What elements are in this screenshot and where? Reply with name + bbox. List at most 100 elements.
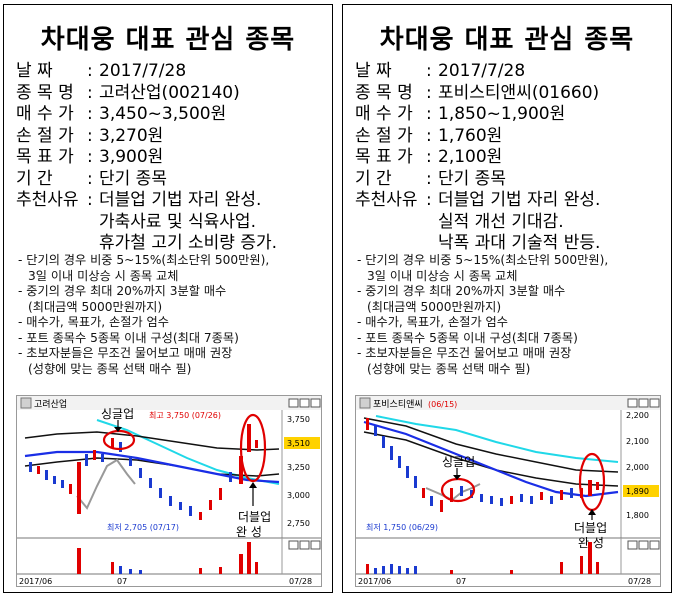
row-buy-price: 매 수 가:3,450~3,500원 (16, 104, 328, 126)
x-label: 07 (456, 577, 466, 586)
value: 2,100원 (438, 147, 503, 167)
label: 종 목 명 (16, 82, 74, 103)
info-block: 날 짜:2017/7/28 종 목 명: 고려산업(002140) 매 수 가:3… (16, 61, 328, 255)
chart-tool-icon (288, 540, 299, 550)
chart-tool-icon (627, 398, 638, 408)
single-up-circle (440, 477, 476, 503)
row-stock-name: 종 목 명: 포비스티앤씨(01660) (355, 83, 667, 105)
arrow-head (114, 427, 122, 432)
ma-gray-line (76, 458, 136, 510)
label: 목 표 가 (355, 147, 413, 167)
note: - 초보자분들은 무조건 물어보고 매매 권장 (성향에 맞는 종목 선택 매수 … (18, 346, 233, 376)
y-tick: 3,000 (287, 491, 310, 500)
row-period: 기 간: 단기 종목 (16, 169, 328, 191)
row-stop-loss: 손 절 가:3,270원 (16, 126, 328, 148)
label: 날 짜 (355, 61, 392, 81)
menu-icon (359, 397, 371, 409)
note: - 중기의 경우 최대 20%까지 3분할 매수 (최대금액 5000만원까지) (357, 284, 566, 314)
value: 더블업 기법 자리 완성. (438, 190, 601, 210)
row-period: 기 간: 단기 종목 (355, 169, 667, 191)
chart-svg: 포비스티앤씨 (06/15) 2,200 2,100 2,000 1,800 1… (356, 396, 660, 586)
value: 고려산업(002140) (99, 82, 240, 103)
reason-line: 실적 개선 기대감. (438, 211, 564, 232)
label: 기 간 (355, 168, 392, 189)
x-label: 07 (117, 577, 127, 586)
ma-cyan-line (96, 419, 280, 485)
value: 더블업 기법 자리 완성. (99, 190, 262, 210)
reason-line: 휴가철 고기 소비량 증가. (99, 233, 278, 253)
double-up-label: 더블업 (238, 510, 271, 524)
stock-chart-right: 포비스티앤씨 (06/15) 2,200 2,100 2,000 1,800 1… (355, 395, 661, 587)
high-label: 최고 3,750 (07/26) (149, 410, 221, 420)
row-date: 날 짜:2017/7/28 (355, 61, 667, 83)
value: 3,900원 (99, 147, 164, 167)
chart-tool-icon (299, 540, 310, 550)
x-label: 2017/06 (19, 577, 52, 586)
y-tick: 2,100 (626, 437, 649, 446)
note: - 단기의 경우 비중 5~15%(최소단위 500만원), 3일 이내 미상승 … (357, 253, 609, 283)
card-title: 차대웅 대표 관심 종목 (379, 25, 635, 55)
chart-tool-icon (288, 398, 299, 408)
volume-bars (77, 542, 258, 574)
chart-tool-icon (310, 540, 321, 550)
x-label: 07/28 (628, 577, 651, 586)
low-label: 최저 2,705 (07/17) (107, 522, 179, 532)
stock-card-left: 차대웅 대표 관심 종목 날 짜:2017/7/28 종 목 명: 고려산업(00… (3, 4, 333, 593)
candles (366, 418, 599, 512)
volume-bars (366, 542, 599, 574)
chart-tool-icon (299, 398, 310, 408)
label: 목 표 가 (16, 147, 74, 167)
value: 3,450~3,500원 (99, 104, 227, 124)
y-tick: 3,250 (287, 463, 310, 472)
value: 3,270원 (99, 125, 164, 146)
reason-line: 낙폭 과대 기술적 반등. (438, 233, 601, 253)
row-date: 날 짜:2017/7/28 (16, 61, 328, 83)
double-up-label: 더블업 (574, 521, 607, 535)
row-stop-loss: 손 절 가:1,760원 (355, 126, 667, 148)
band-upper-line (363, 417, 619, 473)
ma-cyan-line (375, 415, 619, 463)
double-up-circle (239, 413, 267, 483)
x-label: 07/28 (289, 577, 312, 586)
chart-stock-label: 고려산업 (34, 399, 67, 410)
label: 손 절 가 (16, 125, 74, 146)
notes: - 단기의 경우 비중 5~15%(최소단위 500만원), 3일 이내 미상승 … (357, 253, 667, 377)
note: - 포트 종목수 5종목 이내 구성(최대 7종목) (357, 330, 578, 345)
stock-card-right: 차대웅 대표 관심 종목 날 짜:2017/7/28 종 목 명: 포비스티앤씨(… (342, 4, 672, 593)
current-price-box (284, 437, 320, 449)
candles (29, 424, 258, 520)
row-reason: 추천사유: 더블업 기법 자리 완성. (16, 190, 328, 212)
label: 날 짜 (16, 61, 53, 81)
label: 손 절 가 (355, 125, 413, 146)
note: - 단기의 경우 비중 5~15%(최소단위 500만원), 3일 이내 미상승 … (18, 253, 270, 283)
chart-tool-icon (649, 398, 660, 408)
chart-stock-label: 포비스티앤씨 (373, 399, 423, 410)
y-tick: 2,750 (287, 519, 310, 528)
chart-tool-icon (638, 398, 649, 408)
notes: - 단기의 경우 비중 5~15%(최소단위 500만원), 3일 이내 미상승 … (18, 253, 328, 377)
y-tick: 1,800 (626, 511, 649, 520)
chart-tool-icon (310, 398, 321, 408)
chart-svg: 고려산업 3,750 3,250 3,000 2,750 3,510 (17, 396, 321, 586)
label: 매 수 가 (16, 104, 74, 124)
low-label: 최저 1,750 (06/29) (366, 522, 438, 532)
current-price: 1,890 (626, 487, 649, 496)
card-title: 차대웅 대표 관심 종목 (40, 25, 296, 55)
arrow-head (453, 475, 461, 480)
value: 포비스티앤씨(01660) (438, 82, 600, 103)
menu-icon (20, 397, 32, 409)
note: - 매수가, 목표가, 손절가 엄수 (18, 315, 169, 329)
note: - 초보자분들은 무조건 물어보고 매매 권장 (성향에 맞는 종목 선택 매수 … (357, 346, 572, 376)
x-label: 2017/06 (358, 577, 391, 586)
value: 단기 종목 (438, 168, 506, 189)
single-up-label: 싱글업 (442, 455, 475, 469)
info-block: 날 짜:2017/7/28 종 목 명: 포비스티앤씨(01660) 매 수 가:… (355, 61, 667, 255)
y-tick: 2,200 (626, 411, 649, 420)
label: 추천사유 (355, 190, 418, 210)
value: 1,850~1,900원 (438, 104, 566, 124)
value: 1,760원 (438, 125, 503, 146)
row-stock-name: 종 목 명: 고려산업(002140) (16, 83, 328, 105)
row-reason: 추천사유: 더블업 기법 자리 완성. (355, 190, 667, 212)
y-tick: 2,000 (626, 463, 649, 472)
row-target-price: 목 표 가:2,100원 (355, 147, 667, 169)
